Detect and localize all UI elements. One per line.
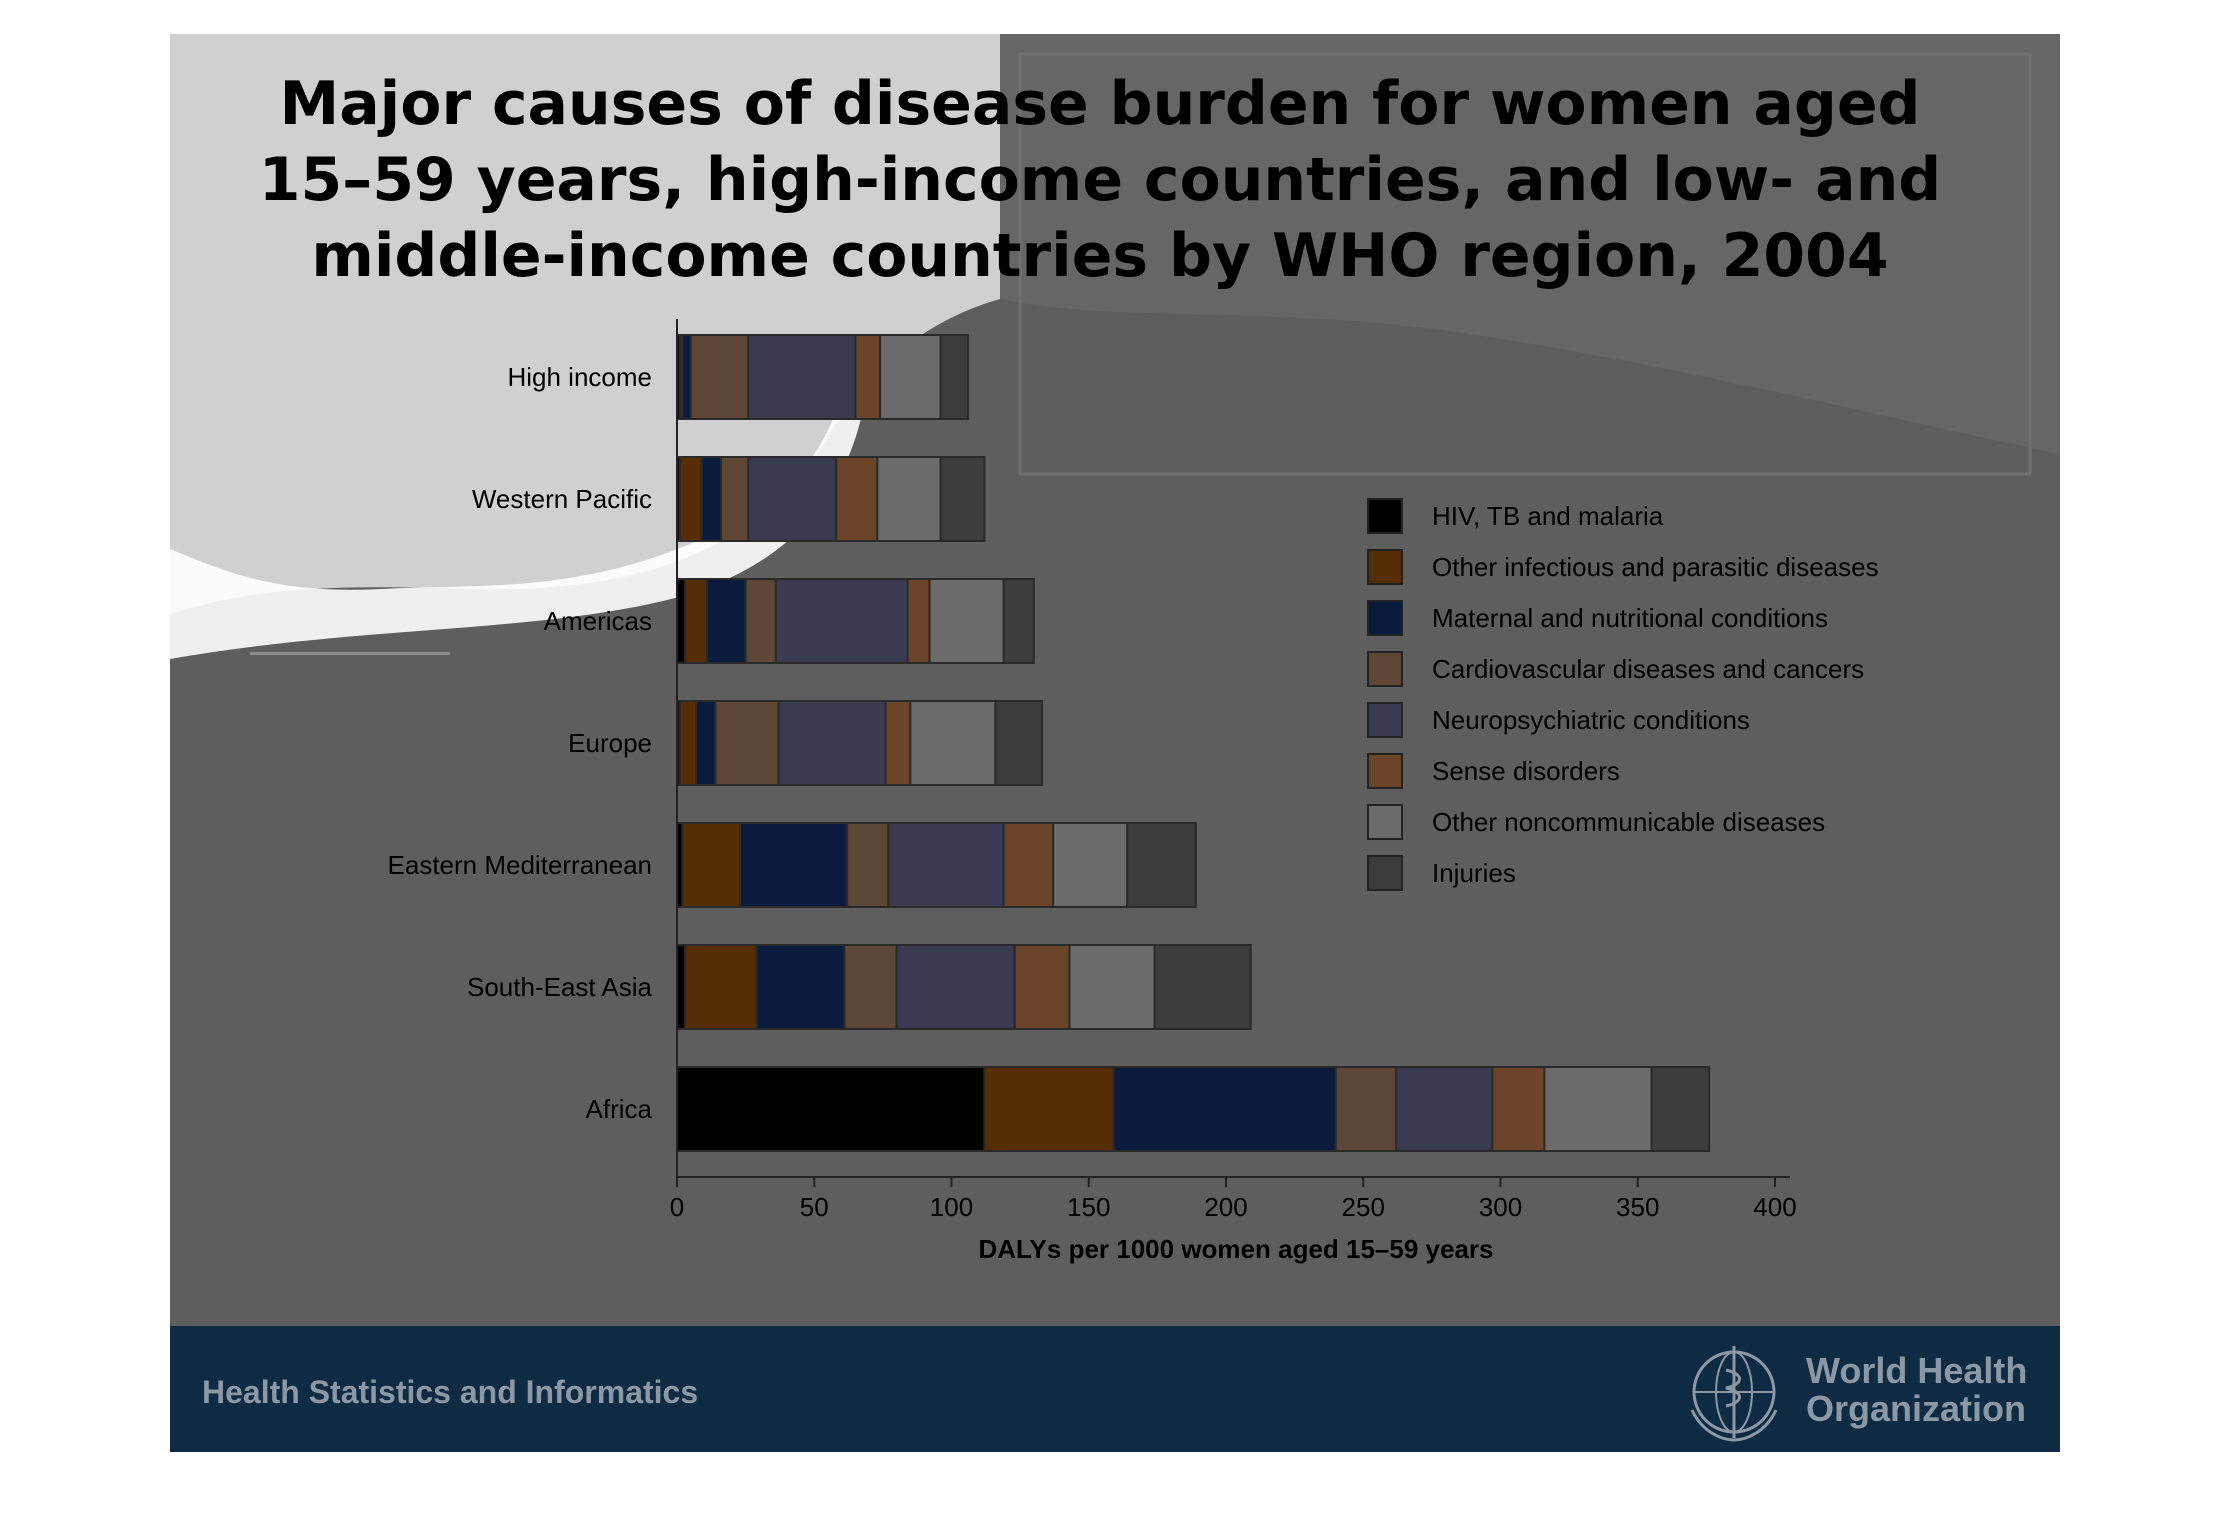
legend-swatch-neuropsychiatric-conditions <box>1367 702 1403 738</box>
bar-segment-south-east-asia-cardiovascular-diseases-and-cancers <box>843 944 898 1030</box>
legend-label-hiv-tb-and-malaria: HIV, TB and malaria <box>1432 501 1664 531</box>
legend-swatch-other-noncommunicable-diseases <box>1367 804 1403 840</box>
bar-segment-eastern-mediterranean-injuries <box>1126 822 1197 908</box>
bar-segment-europe-maternal-and-nutritional-conditions <box>695 700 717 786</box>
who-name-line-2: Organization <box>1806 1388 2027 1429</box>
bar-segment-americas-sense-disorders <box>906 578 931 664</box>
x-tick-label-400: 400 <box>1753 1192 1796 1222</box>
category-label-south-east-asia: South-East Asia <box>467 972 653 1002</box>
bar-segment-americas-neuropsychiatric-conditions <box>774 578 909 664</box>
x-axis-label: DALYs per 1000 women aged 15–59 years <box>979 1234 1494 1264</box>
category-label-high-income: High income <box>507 362 652 392</box>
bar-segment-high-income-other-noncommunicable-diseases <box>879 334 942 420</box>
bar-segment-africa-sense-disorders <box>1491 1066 1546 1152</box>
bar-segment-western-pacific-injuries <box>939 456 986 542</box>
x-tick-label-200: 200 <box>1204 1192 1247 1222</box>
bar-segment-europe-neuropsychiatric-conditions <box>777 700 887 786</box>
legend-label-injuries: Injuries <box>1432 858 1516 888</box>
bar-segment-africa-other-infectious-and-parasitic-diseases <box>983 1066 1115 1152</box>
bar-segment-south-east-asia-hiv-tb-and-malaria <box>676 944 687 1030</box>
who-name-line-1: World Health <box>1806 1350 2028 1391</box>
bar-segment-europe-other-noncommunicable-diseases <box>909 700 997 786</box>
bar-segment-europe-injuries <box>994 700 1044 786</box>
legend-swatch-maternal-and-nutritional-conditions <box>1367 600 1403 636</box>
title-line-1: Major causes of disease burden for women… <box>279 69 1921 139</box>
bar-segment-south-east-asia-other-noncommunicable-diseases <box>1068 944 1156 1030</box>
category-label-americas: Americas <box>544 606 652 636</box>
footer-bar: Health Statistics and Informatics World … <box>170 1326 2060 1452</box>
title-line-3: middle-income countries by WHO region, 2… <box>311 221 1889 291</box>
bar-segment-americas-maternal-and-nutritional-conditions <box>706 578 747 664</box>
bar-segment-europe-cardiovascular-diseases-and-cancers <box>714 700 780 786</box>
bar-segment-americas-cardiovascular-diseases-and-cancers <box>744 578 777 664</box>
bar-segment-eastern-mediterranean-sense-disorders <box>1002 822 1055 908</box>
bar-segment-americas-other-infectious-and-parasitic-diseases <box>684 578 709 664</box>
bar-segment-south-east-asia-neuropsychiatric-conditions <box>895 944 1016 1030</box>
bar-segment-south-east-asia-sense-disorders <box>1013 944 1071 1030</box>
bar-segment-africa-other-noncommunicable-diseases <box>1543 1066 1653 1152</box>
bar-segment-south-east-asia-injuries <box>1153 944 1252 1030</box>
bar-segment-africa-injuries <box>1650 1066 1711 1152</box>
chart-title: Major causes of disease burden for women… <box>170 66 2030 294</box>
slide: Major causes of disease burden for women… <box>170 34 2060 1452</box>
title-line-2: 15–59 years, high-income countries, and … <box>258 145 1942 215</box>
category-label-africa: Africa <box>586 1094 653 1124</box>
category-label-europe: Europe <box>568 728 652 758</box>
legend-label-other-infectious-and-parasitic-diseases: Other infectious and parasitic diseases <box>1432 552 1879 582</box>
legend-swatch-other-infectious-and-parasitic-diseases <box>1367 549 1403 585</box>
x-tick-label-250: 250 <box>1342 1192 1385 1222</box>
who-emblem-icon <box>1690 1346 1778 1442</box>
legend-swatch-sense-disorders <box>1367 753 1403 789</box>
legend-label-sense-disorders: Sense disorders <box>1432 756 1620 786</box>
bar-segment-high-income-cardiovascular-diseases-and-cancers <box>689 334 750 420</box>
bar-segment-western-pacific-neuropsychiatric-conditions <box>747 456 838 542</box>
bar-segment-africa-cardiovascular-diseases-and-cancers <box>1334 1066 1398 1152</box>
who-organization-name: World Health Organization <box>1806 1352 2027 1428</box>
stacked-bar-chart: High income Western Pacific Americas Europe… <box>388 319 1879 1264</box>
bar-segment-eastern-mediterranean-neuropsychiatric-conditions <box>887 822 1005 908</box>
bar-segment-eastern-mediterranean-cardiovascular-diseases-and-cancers <box>846 822 890 908</box>
x-tick-label-150: 150 <box>1067 1192 1110 1222</box>
bar-segment-africa-neuropsychiatric-conditions <box>1395 1066 1494 1152</box>
category-label-western-pacific: Western Pacific <box>472 484 652 514</box>
bar-segment-eastern-mediterranean-other-noncommunicable-diseases <box>1052 822 1129 908</box>
bar-segment-africa-maternal-and-nutritional-conditions <box>1112 1066 1337 1152</box>
bar-segment-europe-sense-disorders <box>884 700 912 786</box>
bar-segment-western-pacific-sense-disorders <box>835 456 879 542</box>
x-tick-label-300: 300 <box>1479 1192 1522 1222</box>
bar-segment-africa-hiv-tb-and-malaria <box>676 1066 986 1152</box>
bar-segment-south-east-asia-maternal-and-nutritional-conditions <box>755 944 846 1030</box>
x-tick-label-50: 50 <box>800 1192 829 1222</box>
bar-segment-high-income-sense-disorders <box>854 334 882 420</box>
bar-segment-high-income-maternal-and-nutritional-conditions <box>681 334 692 420</box>
bar-segment-south-east-asia-other-infectious-and-parasitic-diseases <box>684 944 758 1030</box>
legend-swatch-injuries <box>1367 855 1403 891</box>
x-tick-label-0: 0 <box>670 1192 684 1222</box>
bar-segment-western-pacific-other-noncommunicable-diseases <box>876 456 942 542</box>
bar-segment-americas-injuries <box>1002 578 1035 664</box>
legend-swatch-hiv-tb-and-malaria <box>1367 498 1403 534</box>
legend-label-other-noncommunicable-diseases: Other noncommunicable diseases <box>1432 807 1825 837</box>
bar-segment-high-income-injuries <box>939 334 969 420</box>
bar-segment-western-pacific-cardiovascular-diseases-and-cancers <box>719 456 750 542</box>
bar-segment-americas-other-noncommunicable-diseases <box>928 578 1005 664</box>
legend-swatch-cardiovascular-diseases-and-cancers <box>1367 651 1403 687</box>
bar-segment-eastern-mediterranean-other-infectious-and-parasitic-diseases <box>681 822 742 908</box>
x-tick-label-100: 100 <box>930 1192 973 1222</box>
legend-label-cardiovascular-diseases-and-cancers: Cardiovascular diseases and cancers <box>1432 654 1864 684</box>
category-label-eastern-mediterranean: Eastern Mediterranean <box>388 850 652 880</box>
legend-label-neuropsychiatric-conditions: Neuropsychiatric conditions <box>1432 705 1750 735</box>
legend-label-maternal-and-nutritional-conditions: Maternal and nutritional conditions <box>1432 603 1828 633</box>
x-tick-label-350: 350 <box>1616 1192 1659 1222</box>
bar-segment-eastern-mediterranean-maternal-and-nutritional-conditions <box>739 822 849 908</box>
bar-segment-europe-other-infectious-and-parasitic-diseases <box>678 700 698 786</box>
bar-segment-americas-hiv-tb-and-malaria <box>676 578 687 664</box>
bar-segment-western-pacific-maternal-and-nutritional-conditions <box>700 456 722 542</box>
footer-division-label: Health Statistics and Informatics <box>202 1374 699 1410</box>
bar-segment-high-income-neuropsychiatric-conditions <box>747 334 857 420</box>
bar-segment-western-pacific-other-infectious-and-parasitic-diseases <box>678 456 703 542</box>
